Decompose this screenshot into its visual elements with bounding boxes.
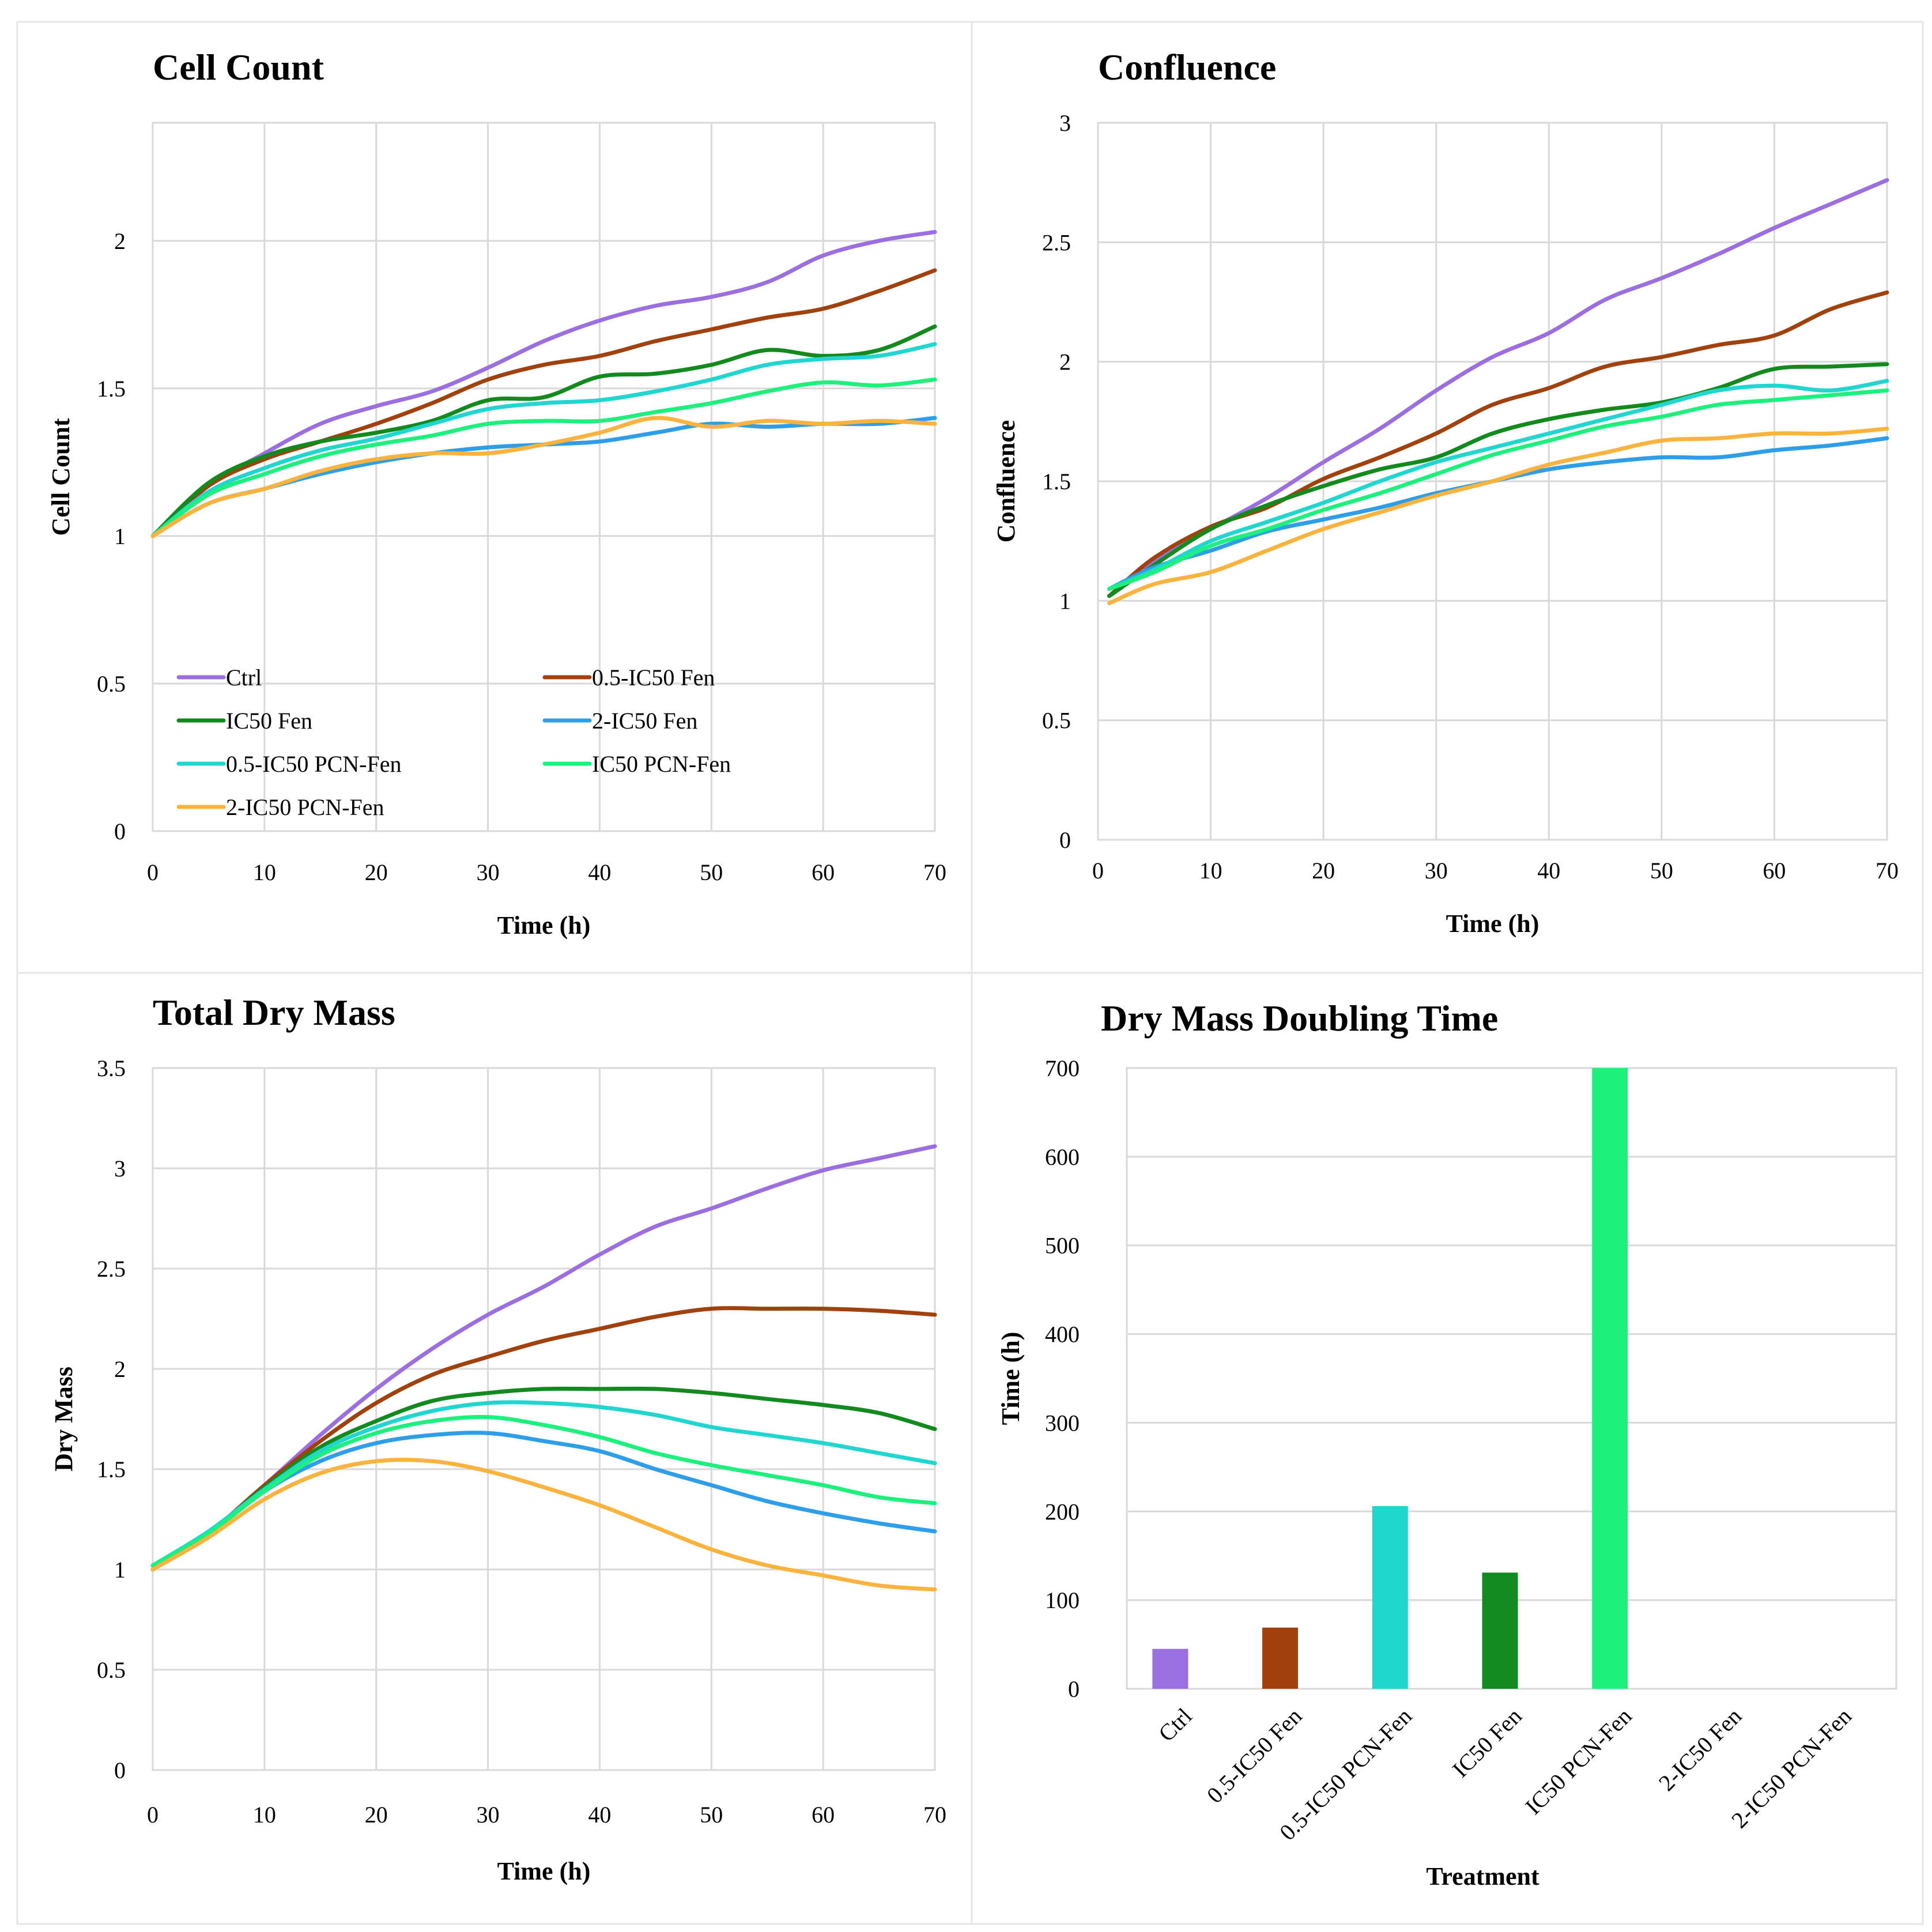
legend-entry: IC50 Fen [226, 708, 312, 734]
y-axis-title: Confluence [992, 420, 1020, 543]
x-tick-label: 70 [923, 1802, 946, 1828]
x-tick-label: 0 [1092, 858, 1104, 884]
bar-ic50-pcn-fen [1592, 1068, 1628, 1689]
y-tick-label: 1.5 [1042, 469, 1071, 495]
y-tick-label: 0 [114, 818, 126, 844]
y-tick-label: 3 [114, 1156, 126, 1182]
x-tick-label: 30 [477, 859, 500, 885]
bar-0-5-ic50-pcn-fen [1372, 1506, 1408, 1689]
legend-entry: IC50 PCN-Fen [592, 751, 731, 777]
y-tick-label: 500 [1045, 1233, 1080, 1259]
chart-total-dry-mass: Total Dry Mass 0 0.5 1 1.5 2 2.5 3 3.5 Dry Mass 0 1… [50, 992, 946, 1885]
y-tick-label: 2.5 [97, 1256, 126, 1282]
y-tick-label: 0 [1068, 1676, 1080, 1702]
chart-title: Total Dry Mass [153, 992, 395, 1033]
x-tick-label: 60 [812, 859, 835, 885]
bar-ctrl [1152, 1648, 1188, 1689]
y-axis-title: Cell Count [47, 418, 75, 535]
x-tick-label: 30 [477, 1802, 500, 1828]
legend: Ctrl 0.5-IC50 Fen IC50 Fen 2-IC50 Fen 0.5-IC… [176, 665, 731, 820]
series-line-ic50-pcn-fen [150, 378, 937, 538]
y-tick-label: 2 [1059, 349, 1071, 375]
series-line-2-ic50-pcn-fen [1107, 427, 1889, 605]
series-line-2-ic50-pcn-fen [150, 1458, 937, 1592]
legend-entry: 2-IC50 Fen [592, 708, 697, 734]
series-line-ic50-pcn-fen [1107, 388, 1889, 591]
x-tick-label: 60 [1763, 858, 1786, 884]
chart-title: Cell Count [153, 47, 324, 88]
x-tick-label: 0 [147, 1802, 159, 1828]
y-axis-title: Time (h) [997, 1332, 1025, 1425]
bar-0-5-ic50-fen [1262, 1627, 1299, 1689]
y-tick-label: 300 [1045, 1410, 1080, 1436]
x-tick-label: 50 [1650, 858, 1673, 884]
y-tick-label: 2 [114, 1356, 126, 1382]
y-tick-label: 3.5 [97, 1055, 126, 1081]
x-tick-label: 40 [1537, 858, 1560, 884]
legend-entry: 2-IC50 PCN-Fen [226, 794, 384, 820]
y-tick-label: 2 [114, 228, 126, 254]
x-tick-label: 60 [812, 1802, 835, 1828]
series-line-ic50-fen [1107, 362, 1889, 598]
series-line-0-5-ic50-fen [150, 268, 937, 538]
x-tick-label: 20 [365, 1802, 388, 1828]
x-axis-title: Time (h) [1446, 910, 1539, 938]
x-axis-title: Time (h) [497, 911, 591, 939]
y-tick-label: 400 [1045, 1322, 1080, 1348]
x-tick-label: 70 [1876, 858, 1899, 884]
legend-entry: 0.5-IC50 PCN-Fen [226, 751, 401, 777]
x-tick-label: 10 [253, 1802, 276, 1828]
series-line-0-5-ic50-pcn-fen [150, 342, 937, 538]
chart-title: Confluence [1098, 47, 1276, 88]
chart-title: Dry Mass Doubling Time [1101, 998, 1498, 1039]
legend-entry: Ctrl [226, 665, 262, 690]
y-tick-label: 0.5 [1042, 708, 1071, 734]
legend-entry: 0.5-IC50 Fen [592, 665, 715, 690]
x-tick-label: 0 [147, 859, 159, 885]
y-tick-label: 1.5 [97, 1456, 126, 1482]
y-tick-label: 0 [1059, 827, 1071, 853]
series-line-ctrl [150, 230, 937, 538]
panel-border-doubling-time [971, 972, 1924, 1925]
series-line-ic50-pcn-fen [150, 1414, 937, 1568]
chart-cell-count: Cell Count 0 0.5 1 1.5 2 Cell Count 0 10 20 30 40 50… [47, 47, 946, 939]
y-tick-label: 0.5 [97, 671, 126, 697]
y-tick-label: 3 [1059, 110, 1071, 136]
x-tick-label: 20 [1312, 858, 1335, 884]
x-axis-title: Treatment [1426, 1862, 1539, 1891]
y-tick-label: 1 [114, 523, 126, 549]
x-tick-label: 70 [923, 859, 946, 885]
y-tick-label: 200 [1045, 1499, 1080, 1525]
bar-ic50-fen [1482, 1572, 1518, 1689]
x-tick-label: 40 [588, 1802, 611, 1828]
y-axis-title: Dry Mass [50, 1367, 78, 1471]
y-tick-label: 700 [1045, 1055, 1080, 1081]
y-tick-label: 1 [114, 1557, 126, 1583]
y-tick-label: 1.5 [97, 376, 126, 402]
series-line-2-ic50-pcn-fen [150, 416, 937, 538]
x-tick-label: 50 [700, 1802, 723, 1828]
y-tick-label: 0.5 [97, 1657, 126, 1683]
x-tick-label: 10 [1199, 858, 1222, 884]
y-tick-label: 0 [114, 1757, 126, 1783]
y-tick-label: 600 [1045, 1144, 1080, 1170]
x-tick-label: 30 [1425, 858, 1448, 884]
x-tick-label: 40 [588, 859, 611, 885]
y-tick-label: 1 [1059, 588, 1071, 614]
x-axis-title: Time (h) [497, 1857, 591, 1885]
series-line-0-5-ic50-pcn-fen [1107, 379, 1889, 591]
y-tick-label: 100 [1045, 1587, 1080, 1613]
series-line-ic50-fen [150, 324, 937, 538]
y-tick-label: 2.5 [1042, 229, 1071, 255]
x-tick-label: 50 [700, 859, 723, 885]
x-tick-label: 20 [365, 859, 388, 885]
chart-confluence: Confluence 0 0.5 1 1.5 2 2.5 3 Confluence 0 10 20 30… [992, 47, 1899, 938]
x-tick-label: 10 [253, 859, 276, 885]
